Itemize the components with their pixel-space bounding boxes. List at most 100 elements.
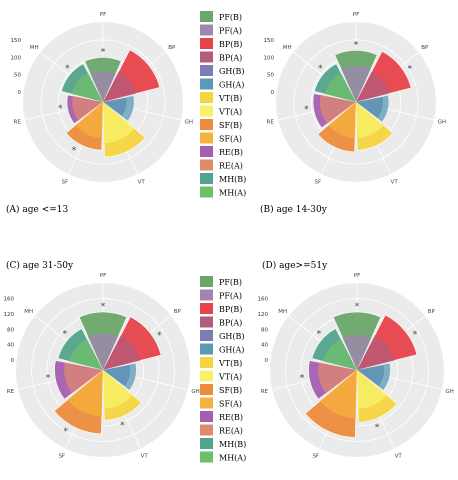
legend-label: SF(A) [219,400,242,409]
legend-swatch [200,357,213,368]
legend: PF(B) PF(A) BP(B) BP(A) GH(B) GH(A) VT(B) VT(A)… [200,11,246,198]
bar-RE-A [64,362,103,394]
category-label-RE: RE [267,120,275,126]
legend-swatch [200,276,213,287]
category-label-BP: BP [168,45,176,51]
legend-swatch [200,132,213,144]
polar-chart-3: 0 40 80 120 160 PF * BP * GH VT * SF * RE * MH * (C) age 3… [4,260,200,460]
radial-tick-label: 50 [267,73,274,79]
category-label-RE: RE [14,120,22,126]
legend-swatch [200,78,213,90]
category-label-VT: VT [141,454,149,460]
significance-star: * [46,374,51,384]
category-label-GH: GH [191,389,199,395]
legend-swatch [200,316,213,328]
legend-label: RE(B) [219,413,243,422]
category-label-PF: PF [100,12,106,18]
category-label-PF: PF [100,273,106,279]
category-label-VT: VT [391,179,399,185]
significance-star: * [120,421,125,431]
significance-star: * [413,330,418,340]
category-label-GH: GH [185,120,193,126]
significance-star: * [157,331,162,341]
category-label-BP: BP [428,309,436,315]
bar-BP-A [357,335,395,370]
significance-star: * [58,104,63,114]
significance-star: * [72,146,77,156]
radial-tick-label: 160 [4,297,15,303]
bar-GH-A [357,363,391,390]
bar-RE-A [72,95,103,121]
bar-SF-A [75,102,103,139]
legend-label: MH(A) [219,189,246,198]
legend-label: RE(A) [219,162,243,171]
legend-label: RE(B) [219,148,243,157]
legend-swatch [200,11,213,22]
legend-swatch [200,343,213,355]
legend-label: PF(A) [219,292,242,301]
legend-swatch [200,92,213,103]
category-label-SF: SF [314,179,321,185]
category-label-MH: MH [24,309,33,315]
legend-swatch [200,65,213,76]
legend-label: MH(B) [219,175,246,184]
legend-swatch [200,105,213,117]
significance-star: * [64,427,69,437]
category-label-BP: BP [421,45,429,51]
category-label-RE: RE [7,389,15,395]
legend-swatch [200,51,213,63]
panel-caption: (C) age 31-50y [6,260,74,271]
significance-star: * [101,302,106,312]
legend-label: PF(A) [219,27,242,36]
bar-VT-A [356,102,384,139]
radial-tick-label: 80 [7,327,14,333]
category-label-BP: BP [174,309,182,315]
legend-swatch [200,451,213,463]
significance-star: * [300,374,305,384]
legend-swatch [200,24,213,36]
legend-swatch [200,173,213,184]
significance-star: * [65,64,70,74]
legend-swatch [200,186,213,198]
legend-swatch [200,146,213,157]
legend-swatch [200,38,213,49]
bar-RE-A [318,362,357,394]
legend-label: BP(B) [219,305,242,314]
polar-chart-1: 0 50 100 150 PF * BP GH VT SF * RE * MH * (A) age <=13 [6,12,193,215]
legend-swatch [200,289,213,301]
legend-label: SF(B) [219,121,242,130]
legend-swatch [200,303,213,314]
category-label-VT: VT [138,179,146,185]
category-label-PF: PF [353,12,359,18]
legend-label: VT(B) [218,359,242,368]
legend-swatch [200,370,213,382]
radial-tick-label: 120 [4,312,15,318]
bar-MH-A [71,73,103,102]
bar-BP-A [356,71,390,102]
significance-star: * [304,105,309,115]
panel-caption: (B) age 14-30y [260,204,328,215]
radial-tick-label: 80 [261,327,268,333]
radial-tick-label: 0 [271,90,275,96]
legend-label: SF(A) [219,135,242,144]
legend-swatch [200,411,213,422]
bar-MH-A [69,338,103,370]
bar-PF-A [87,333,119,370]
radial-tick-label: 100 [264,55,275,61]
radial-tick-label: 120 [258,312,269,318]
significance-star: * [375,423,380,433]
panel-caption: (D) age>=51y [262,260,328,271]
legend-label: BP(A) [219,54,242,63]
bar-GH-A [103,95,134,121]
significance-star: * [408,65,413,75]
legend: PF(B) PF(A) BP(B) BP(A) GH(B) GH(A) VT(B) VT(A)… [200,276,246,463]
legend-swatch [200,330,213,341]
bar-GH-A [356,95,389,122]
bar-RE-A [319,94,356,124]
category-label-MH: MH [278,309,287,315]
category-label-GH: GH [445,389,453,395]
bar-PF-A [90,71,116,102]
legend-label: RE(A) [219,427,243,436]
category-label-RE: RE [261,389,269,395]
